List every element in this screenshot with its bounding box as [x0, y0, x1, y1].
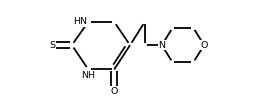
Text: S: S — [49, 41, 55, 50]
Text: HN: HN — [73, 17, 87, 26]
Text: O: O — [110, 87, 118, 96]
Text: NH: NH — [81, 71, 95, 80]
Text: O: O — [200, 41, 208, 50]
Text: N: N — [158, 41, 165, 50]
